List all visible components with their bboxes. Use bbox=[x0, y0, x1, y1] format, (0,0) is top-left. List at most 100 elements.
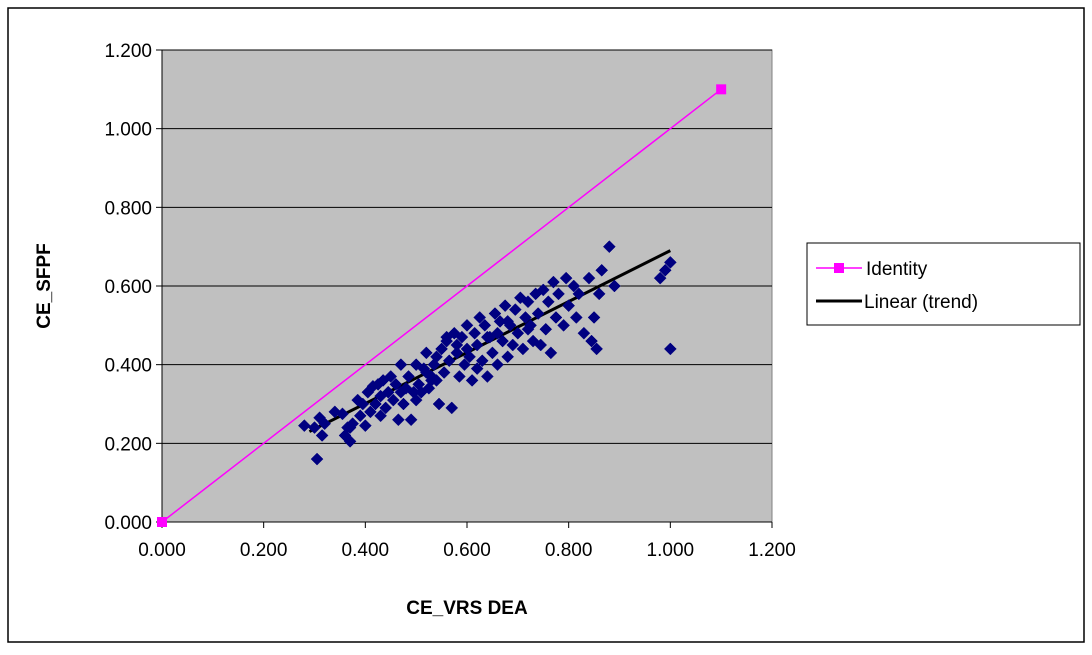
data-point bbox=[539, 322, 553, 336]
data-point bbox=[369, 397, 382, 411]
legend-identity-label: Identity bbox=[866, 259, 928, 280]
legend: Identity Linear (trend) bbox=[806, 242, 1081, 326]
identity-marker bbox=[716, 84, 727, 95]
legend-box bbox=[806, 242, 1081, 326]
data-point bbox=[389, 377, 403, 391]
data-point bbox=[460, 342, 474, 356]
data-point bbox=[577, 326, 591, 340]
y-tick-labels: 0.000 0.200 0.400 0.600 0.800 1.000 1.200 bbox=[104, 41, 162, 534]
data-point bbox=[425, 374, 438, 387]
data-point bbox=[653, 271, 667, 285]
data-point bbox=[404, 413, 418, 427]
data-point bbox=[356, 397, 370, 411]
data-point bbox=[450, 346, 464, 360]
data-point bbox=[379, 401, 393, 415]
data-point bbox=[358, 419, 372, 432]
x-axis-title: CE_VRS DEA bbox=[406, 598, 528, 619]
data-point bbox=[374, 409, 387, 423]
data-point bbox=[663, 256, 677, 269]
data-point bbox=[440, 330, 454, 344]
data-point bbox=[394, 358, 408, 372]
data-point bbox=[569, 311, 583, 324]
data-point bbox=[460, 318, 474, 332]
y-tick-label: 0.600 bbox=[104, 277, 152, 298]
data-point bbox=[595, 263, 609, 277]
data-point bbox=[552, 287, 565, 301]
data-point bbox=[559, 271, 573, 285]
data-point bbox=[541, 295, 555, 309]
data-point bbox=[473, 311, 487, 324]
data-point bbox=[534, 338, 548, 352]
data-point bbox=[508, 303, 522, 316]
data-point bbox=[585, 334, 598, 348]
x-tick-label: 0.200 bbox=[240, 540, 288, 561]
data-point bbox=[432, 397, 446, 411]
data-point bbox=[455, 330, 469, 344]
data-point bbox=[458, 358, 471, 372]
data-point bbox=[336, 407, 349, 421]
y-tick-label: 1.200 bbox=[104, 41, 152, 62]
data-point bbox=[496, 334, 509, 348]
legend-identity-marker bbox=[834, 263, 844, 273]
data-point bbox=[381, 385, 395, 399]
data-point bbox=[470, 338, 484, 352]
data-point bbox=[402, 370, 415, 383]
data-point bbox=[384, 370, 398, 383]
data-point bbox=[658, 263, 672, 277]
data-point bbox=[338, 429, 352, 442]
data-point bbox=[465, 374, 479, 387]
data-point bbox=[531, 307, 545, 320]
data-point bbox=[442, 354, 456, 368]
y-tick-label: 0.400 bbox=[104, 356, 152, 377]
data-point bbox=[343, 421, 357, 434]
x-tick-label: 0.800 bbox=[545, 540, 593, 561]
data-point bbox=[572, 287, 586, 301]
data-point bbox=[397, 397, 410, 411]
data-point bbox=[470, 362, 484, 375]
data-point bbox=[602, 240, 616, 254]
data-point bbox=[486, 346, 499, 360]
data-point bbox=[567, 279, 581, 293]
x-tick-label: 1.000 bbox=[647, 540, 695, 561]
data-point bbox=[516, 342, 530, 356]
data-point bbox=[511, 326, 525, 340]
data-point bbox=[468, 326, 481, 340]
data-point bbox=[521, 295, 535, 309]
data-point bbox=[521, 322, 535, 336]
data-point bbox=[519, 311, 532, 324]
data-point bbox=[419, 366, 433, 379]
data-point bbox=[549, 311, 563, 324]
identity-marker bbox=[157, 517, 167, 527]
data-point bbox=[453, 370, 466, 383]
data-point bbox=[562, 299, 576, 313]
data-point bbox=[582, 271, 596, 285]
data-point bbox=[308, 421, 321, 434]
data-point bbox=[544, 346, 558, 360]
data-point bbox=[547, 275, 560, 289]
data-point bbox=[435, 342, 448, 356]
data-point bbox=[480, 330, 494, 344]
data-point bbox=[475, 354, 489, 368]
data-point bbox=[480, 370, 494, 383]
x-tick-label: 0.000 bbox=[138, 540, 186, 561]
data-point bbox=[318, 417, 332, 431]
data-point bbox=[478, 318, 492, 332]
data-point bbox=[450, 338, 464, 352]
data-point bbox=[445, 401, 459, 415]
data-point bbox=[488, 307, 502, 320]
data-point bbox=[592, 287, 606, 301]
data-point bbox=[430, 350, 443, 364]
x-tick-label: 0.400 bbox=[342, 540, 390, 561]
data-point bbox=[498, 299, 512, 313]
y-tick-label: 0.200 bbox=[104, 434, 152, 455]
data-point bbox=[315, 429, 329, 442]
data-point bbox=[419, 346, 433, 360]
data-point bbox=[491, 358, 504, 372]
data-point bbox=[386, 393, 400, 407]
data-point bbox=[557, 318, 570, 332]
data-point bbox=[506, 338, 520, 352]
scatter-points bbox=[297, 240, 677, 466]
y-tick-label: 0.000 bbox=[104, 513, 152, 534]
y-tick-label: 0.800 bbox=[104, 198, 152, 219]
x-tick-label: 0.600 bbox=[443, 540, 491, 561]
